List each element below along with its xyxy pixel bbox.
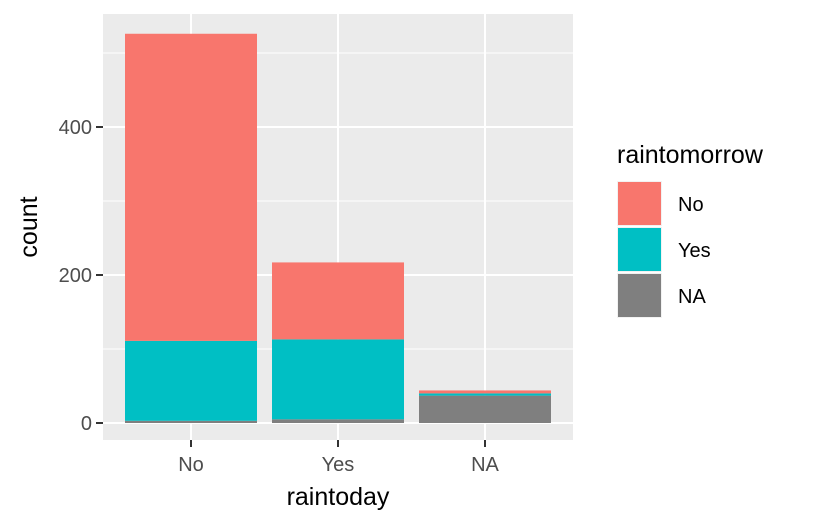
legend-title: raintomorrow	[617, 141, 764, 169]
y-axis-title: count	[15, 196, 43, 257]
x-tick-label: Yes	[322, 454, 355, 476]
bar-segment	[272, 339, 404, 420]
x-tick-label: NA	[471, 454, 499, 476]
legend: raintomorrow No Yes NA	[617, 141, 764, 318]
legend-swatch	[618, 182, 661, 225]
x-axis-title: raintoday	[287, 483, 390, 511]
bar-segment	[419, 390, 551, 394]
bar-segment	[125, 33, 257, 341]
legend-label: No	[678, 194, 704, 216]
bar-segment	[272, 262, 404, 340]
y-tick-label: 0	[81, 413, 92, 435]
legend-swatch	[618, 228, 661, 271]
x-tick-label: No	[178, 454, 204, 476]
y-tick-label: 200	[59, 265, 92, 287]
bar-segment	[125, 340, 257, 421]
x-axis: No Yes NA	[178, 440, 500, 476]
bars	[125, 33, 551, 423]
legend-swatch	[618, 274, 661, 317]
bar-segment	[272, 419, 404, 423]
bar-segment	[419, 395, 551, 423]
y-axis: 0 200 400	[59, 117, 103, 435]
y-tick-label: 400	[59, 117, 92, 139]
bar-segment	[419, 393, 551, 396]
bar-segment	[125, 420, 257, 423]
legend-label: Yes	[678, 240, 711, 262]
legend-label: NA	[678, 286, 706, 308]
